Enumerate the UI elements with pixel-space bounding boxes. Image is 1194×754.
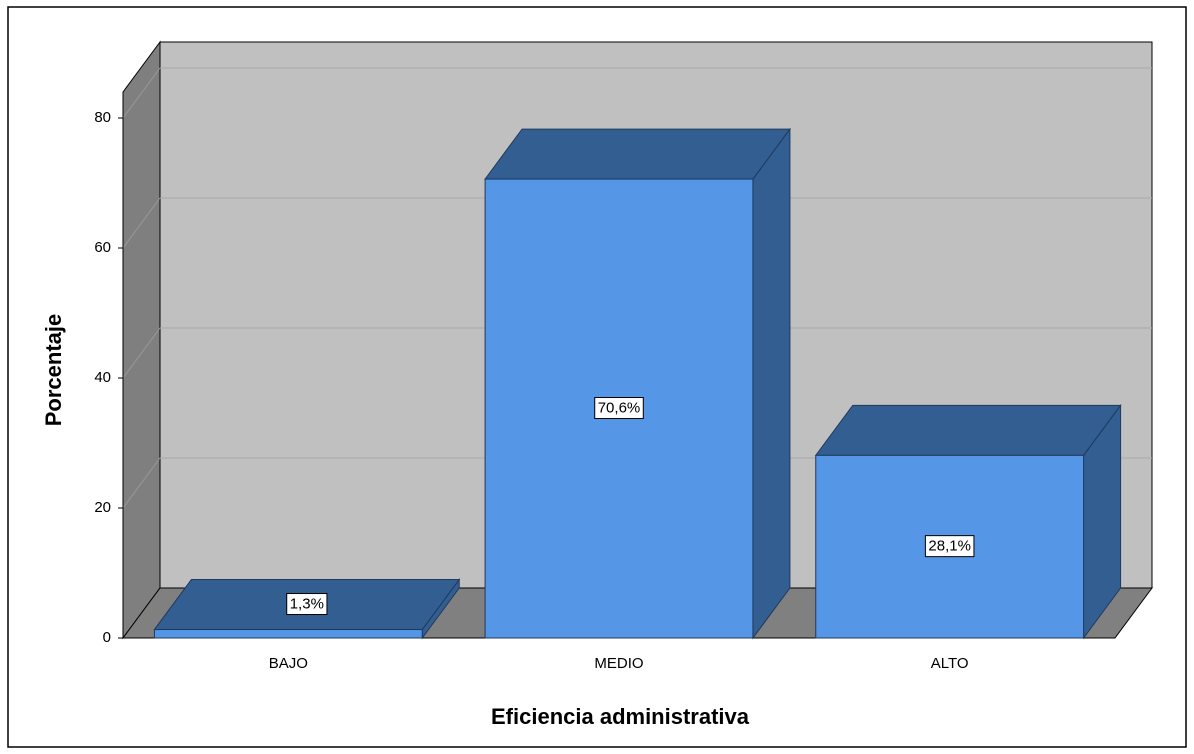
y-tick-label: 20 <box>94 499 111 516</box>
grid-line <box>122 457 161 509</box>
bar-side <box>752 127 791 640</box>
grid-line <box>122 67 161 119</box>
grid-line <box>122 197 161 249</box>
x-tick-label: MEDIO <box>594 655 643 672</box>
data-label-box <box>924 535 975 558</box>
data-label: 1,3% <box>290 596 324 613</box>
y-tick-label: 0 <box>103 629 111 646</box>
x-tick-label: ALTO <box>931 655 969 672</box>
y-tick-label: 80 <box>94 109 111 126</box>
y-tick-label: 40 <box>94 369 111 386</box>
y-tick-label: 60 <box>94 239 111 256</box>
left-wall <box>122 40 161 640</box>
data-label-box <box>594 397 644 420</box>
x-axis-title: Eficiencia administrativa <box>491 704 750 729</box>
y-axis-title: Porcentaje <box>41 314 66 427</box>
bar <box>153 629 423 639</box>
grid-line <box>122 327 161 379</box>
bar-top <box>484 128 791 180</box>
data-label-box <box>286 593 328 616</box>
data-label: 28,1% <box>928 538 971 555</box>
x-tick-label: BAJO <box>269 655 308 672</box>
data-label: 70,6% <box>598 400 641 417</box>
bar-top <box>814 404 1122 456</box>
